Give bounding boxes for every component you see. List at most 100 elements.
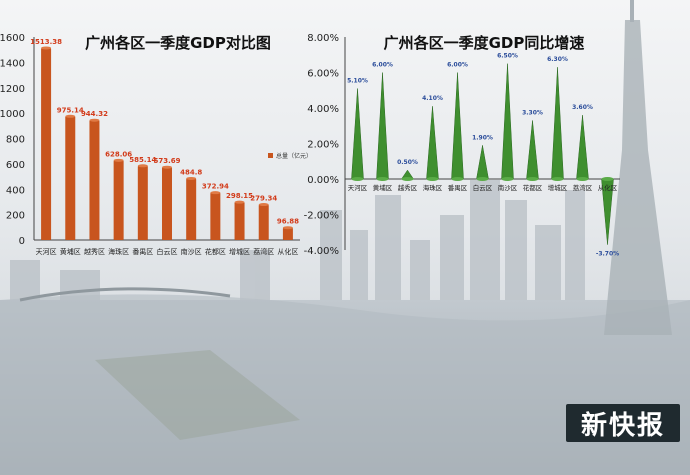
y-tick-label: 800 xyxy=(6,135,25,146)
cone-base xyxy=(401,177,414,181)
chart-title: 广州各区一季度GDP对比图 xyxy=(85,34,271,52)
cone-base xyxy=(376,177,389,181)
x-tick-label: 海珠区 xyxy=(423,183,443,192)
y-tick-label: 600 xyxy=(6,160,25,171)
cone-bar xyxy=(351,88,364,180)
x-tick-label: 番禺区 xyxy=(132,248,153,256)
cone-bar xyxy=(576,115,589,180)
y-tick-label: 6.00% xyxy=(307,69,339,80)
bar-cap xyxy=(282,226,293,230)
x-tick-label: 荔湾区 xyxy=(253,247,274,256)
cone-value-label: 6.00% xyxy=(372,62,393,69)
x-tick-label: 越秀区 xyxy=(398,183,418,192)
bar-value-label: 573.69 xyxy=(153,157,180,165)
bar xyxy=(113,160,124,240)
cone-value-label: 3.60% xyxy=(572,104,593,111)
bar-cap xyxy=(41,46,52,50)
bar-value-label: 279.34 xyxy=(250,195,277,203)
x-tick-label: 天河区 xyxy=(36,248,57,256)
bar-cap xyxy=(137,164,148,168)
cone-value-label: 6.00% xyxy=(447,62,468,69)
x-tick-label: 黄埔区 xyxy=(60,247,81,256)
cone-bar xyxy=(476,145,489,180)
cone-base xyxy=(351,177,364,181)
bar xyxy=(89,120,100,240)
bar-cap xyxy=(113,158,124,162)
legend-label: 总量（亿元） xyxy=(276,152,312,160)
x-tick-label: 黄埔区 xyxy=(373,183,393,192)
cone-bar xyxy=(426,106,439,180)
y-tick-label: 0.00% xyxy=(307,175,339,186)
legend-swatch xyxy=(268,153,273,158)
bar xyxy=(210,192,221,240)
y-tick-label: 1400 xyxy=(0,58,25,69)
y-tick-label: 1600 xyxy=(0,33,25,44)
bar-cap xyxy=(89,118,100,122)
cone-base xyxy=(601,177,614,181)
y-tick-label: 1200 xyxy=(0,84,25,95)
y-tick-label: 2.00% xyxy=(307,140,339,151)
x-tick-label: 番禺区 xyxy=(448,184,468,192)
bar xyxy=(41,47,52,240)
x-tick-label: 花都区 xyxy=(523,183,543,192)
bar xyxy=(137,165,148,240)
cone-base xyxy=(551,177,564,181)
bar xyxy=(186,178,197,240)
bar-value-label: 372.94 xyxy=(202,183,229,191)
bar xyxy=(282,227,293,240)
y-tick-label: 4.00% xyxy=(307,104,339,115)
x-tick-label: 海珠区 xyxy=(108,247,129,256)
x-tick-label: 从化区 xyxy=(598,183,618,192)
y-tick-label: -4.00% xyxy=(304,246,339,257)
x-tick-label: 南沙区 xyxy=(181,247,202,256)
bar-value-label: 944.32 xyxy=(81,110,108,118)
y-tick-label: -2.00% xyxy=(304,211,339,222)
x-tick-label: 增城区 xyxy=(229,247,250,256)
cone-value-label: 5.10% xyxy=(347,77,368,84)
cone-value-label: 0.50% xyxy=(397,159,418,166)
cone-bar xyxy=(451,72,464,180)
cone-bar xyxy=(526,120,539,180)
x-tick-label: 白云区 xyxy=(473,183,493,192)
bar-cap xyxy=(234,200,245,204)
bar xyxy=(65,116,76,240)
bar xyxy=(162,167,172,240)
x-tick-label: 天河区 xyxy=(348,184,368,192)
cone-base xyxy=(501,177,514,181)
xinkuaibao-logo: 新快报 xyxy=(566,404,680,442)
cone-base xyxy=(426,177,439,181)
cone-bar xyxy=(376,72,389,180)
x-tick-label: 从化区 xyxy=(277,247,298,256)
y-tick-label: 8.00% xyxy=(307,33,339,44)
bar-cap xyxy=(162,165,172,169)
y-tick-label: 400 xyxy=(6,185,25,196)
cone-base xyxy=(576,177,589,181)
bar-value-label: 298.15 xyxy=(226,192,253,200)
canton-tower xyxy=(604,20,672,335)
bar-cap xyxy=(258,203,269,207)
cone-bar xyxy=(501,63,514,180)
y-tick-label: 200 xyxy=(6,211,25,222)
x-tick-label: 增城区 xyxy=(548,183,568,192)
cone-value-label: 1.90% xyxy=(472,134,493,141)
bar-value-label: 96.88 xyxy=(277,218,299,226)
bar-cap xyxy=(186,176,197,180)
bar xyxy=(258,204,269,240)
y-tick-label: 1000 xyxy=(0,109,25,120)
x-tick-label: 荔湾区 xyxy=(573,183,593,192)
cone-bar xyxy=(551,67,564,180)
bar-value-label: 1513.38 xyxy=(30,38,62,46)
chart-title: 广州各区一季度GDP同比增速 xyxy=(384,34,585,52)
bar-cap xyxy=(65,114,76,118)
bar xyxy=(234,202,245,240)
x-tick-label: 越秀区 xyxy=(84,247,105,256)
cone-base xyxy=(476,177,489,181)
bar-cap xyxy=(210,191,221,195)
cone-value-label: 6.30% xyxy=(547,56,568,63)
bar-value-label: 484.8 xyxy=(180,168,202,176)
cone-value-label: -3.70% xyxy=(596,251,619,258)
cone-base xyxy=(526,177,539,181)
bar-value-label: 585.14 xyxy=(129,156,156,164)
